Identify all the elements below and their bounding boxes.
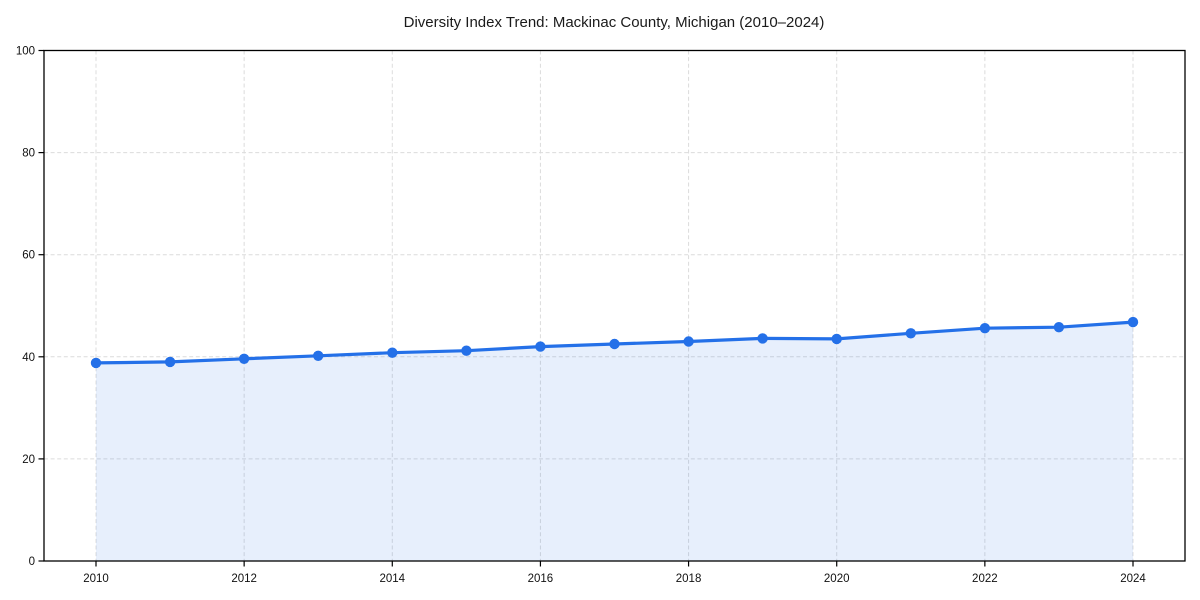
data-point-marker — [238, 353, 250, 364]
data-point-marker — [90, 357, 102, 369]
plot-border — [43, 49, 1186, 562]
data-point-marker — [313, 350, 324, 361]
data-point-marker — [905, 328, 916, 339]
data-point-marker — [831, 333, 842, 345]
area-fill — [96, 322, 1133, 561]
data-point-marker — [1053, 322, 1065, 333]
data-point-marker — [757, 333, 768, 344]
y-axis-tick-label: 100 — [16, 46, 35, 58]
data-point-marker — [1127, 316, 1139, 328]
x-axis-tick-label: 2022 — [972, 573, 998, 585]
x-axis-tick-label: 2016 — [528, 573, 554, 585]
y-axis-tick-label: 40 — [22, 352, 35, 364]
chart-title: Diversity Index Trend: Mackinac County, … — [404, 14, 825, 31]
y-axis-tick-label: 0 — [29, 556, 35, 568]
data-point-marker — [683, 336, 694, 347]
x-axis-tick-label: 2020 — [824, 573, 850, 585]
x-axis-tick-label: 2018 — [676, 573, 702, 585]
data-point-marker — [387, 347, 398, 358]
x-axis-tick-label: 2012 — [231, 573, 257, 585]
grid-layer — [44, 50, 1185, 562]
x-axis-tick-label: 2024 — [1120, 573, 1146, 585]
x-axis-tick-label: 2010 — [83, 573, 109, 585]
data-point-marker — [979, 323, 991, 334]
data-point-marker — [535, 341, 546, 352]
y-axis-tick-label: 20 — [22, 454, 35, 466]
data-point-marker — [461, 345, 472, 356]
axes-layer: 0 20 40 60 80 100 2010 2012 2014 2016 2018 2020 2022… — [16, 46, 1186, 585]
data-point-marker — [164, 356, 176, 368]
data-point-marker — [609, 338, 620, 350]
x-axis-tick-label: 2014 — [379, 573, 405, 585]
y-axis-tick-label: 80 — [22, 148, 35, 160]
series-layer — [90, 316, 1139, 561]
y-axis-tick-label: 60 — [22, 250, 35, 262]
